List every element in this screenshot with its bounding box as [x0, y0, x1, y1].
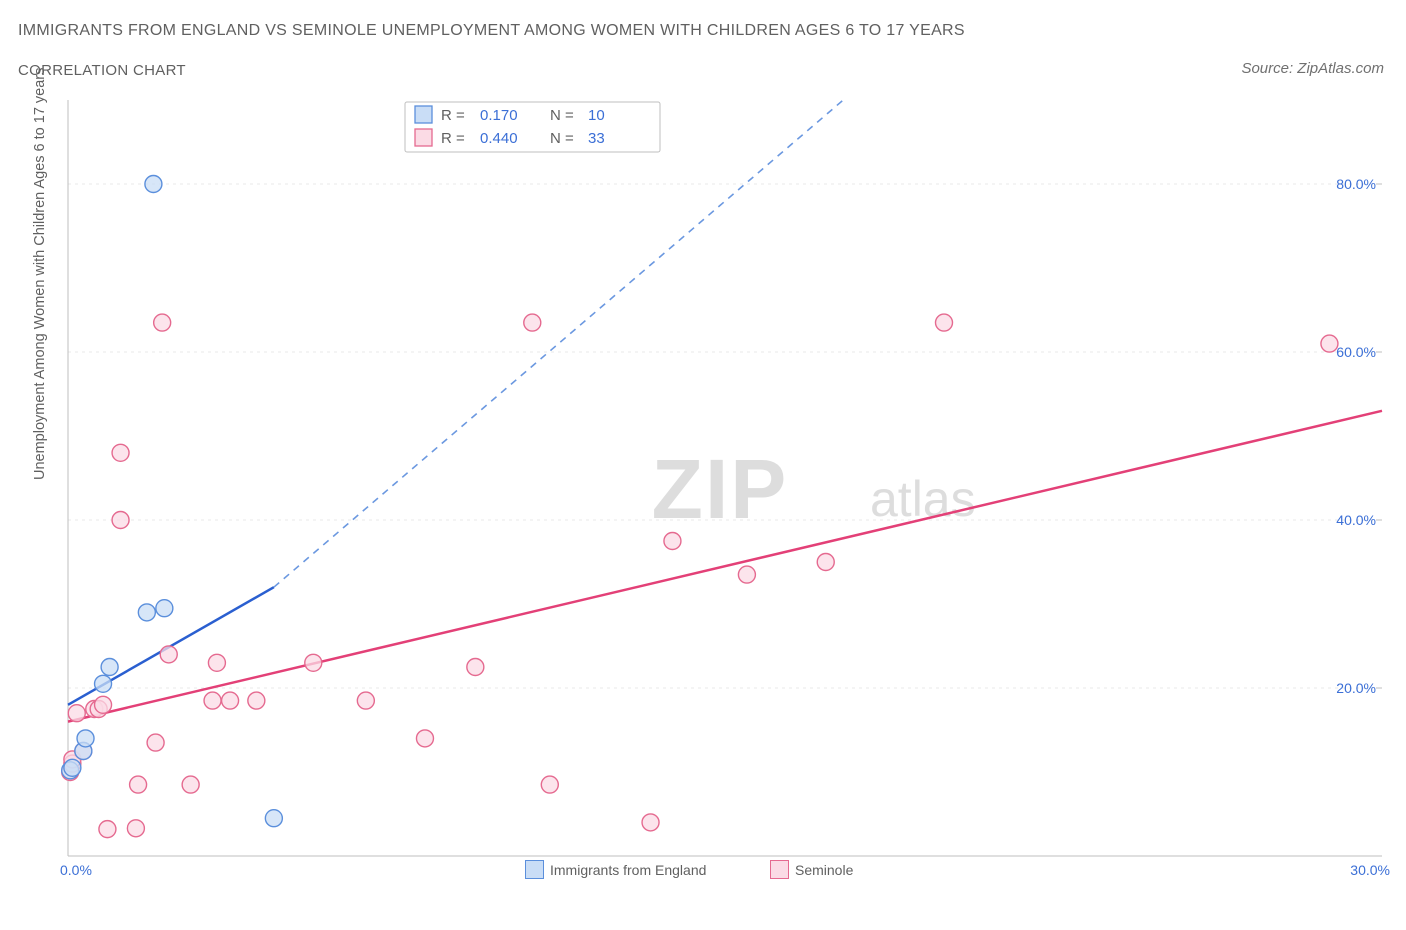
source-label: Source: ZipAtlas.com: [1241, 60, 1384, 77]
scatter-point: [305, 654, 322, 671]
scatter-point: [64, 759, 81, 776]
scatter-point: [817, 554, 834, 571]
scatter-point: [112, 444, 129, 461]
y-tick-label: 40.0%: [1336, 512, 1376, 528]
scatter-point: [95, 696, 112, 713]
scatter-point: [265, 810, 282, 827]
scatter-point: [77, 730, 94, 747]
chart-title: IMMIGRANTS FROM ENGLAND VS SEMINOLE UNEM…: [18, 22, 965, 40]
scatter-point: [642, 814, 659, 831]
y-axis-label: Unemployment Among Women with Children A…: [32, 68, 48, 480]
x-tick-label: 0.0%: [60, 862, 92, 878]
scatter-point: [68, 705, 85, 722]
scatter-point: [524, 314, 541, 331]
scatter-point: [147, 734, 164, 751]
scatter-point: [664, 533, 681, 550]
scatter-point: [95, 675, 112, 692]
legend-swatch: [525, 860, 544, 879]
scatter-point: [936, 314, 953, 331]
scatter-point: [208, 654, 225, 671]
legend-n-label: N =: [550, 130, 574, 147]
legend-series-label: Seminole: [795, 862, 853, 878]
scatter-point: [138, 604, 155, 621]
scatter-point: [156, 600, 173, 617]
scatter-point: [101, 659, 118, 676]
watermark-main: ZIP: [652, 442, 789, 536]
legend-swatch: [770, 860, 789, 879]
legend-swatch: [415, 106, 432, 123]
scatter-point: [112, 512, 129, 529]
scatter-point: [357, 692, 374, 709]
legend-n-value: 10: [588, 107, 605, 124]
y-tick-label: 60.0%: [1336, 344, 1376, 360]
legend-swatch: [415, 129, 432, 146]
scatter-point: [467, 659, 484, 676]
scatter-point: [416, 730, 433, 747]
legend-r-label: R =: [441, 107, 465, 124]
scatter-point: [145, 176, 162, 193]
legend-r-value: 0.440: [480, 130, 518, 147]
legend-series-label: Immigrants from England: [550, 862, 706, 878]
scatter-point: [160, 646, 177, 663]
y-tick-label: 20.0%: [1336, 680, 1376, 696]
scatter-point: [154, 314, 171, 331]
x-tick-label: 30.0%: [1350, 862, 1390, 878]
legend-n-label: N =: [550, 107, 574, 124]
scatter-point: [738, 566, 755, 583]
legend-r-label: R =: [441, 130, 465, 147]
scatter-point: [222, 692, 239, 709]
y-tick-label: 80.0%: [1336, 176, 1376, 192]
scatter-point: [99, 821, 116, 838]
chart-svg: ZIPatlas20.0%40.0%60.0%80.0%R =0.170N =1…: [60, 100, 1390, 865]
scatter-point: [248, 692, 265, 709]
legend-n-value: 33: [588, 130, 605, 147]
scatter-point: [127, 820, 144, 837]
scatter-point: [130, 776, 147, 793]
scatter-point: [204, 692, 221, 709]
scatter-point: [541, 776, 558, 793]
scatter-point: [182, 776, 199, 793]
legend-r-value: 0.170: [480, 107, 518, 124]
scatter-chart: ZIPatlas20.0%40.0%60.0%80.0%R =0.170N =1…: [60, 100, 1390, 865]
